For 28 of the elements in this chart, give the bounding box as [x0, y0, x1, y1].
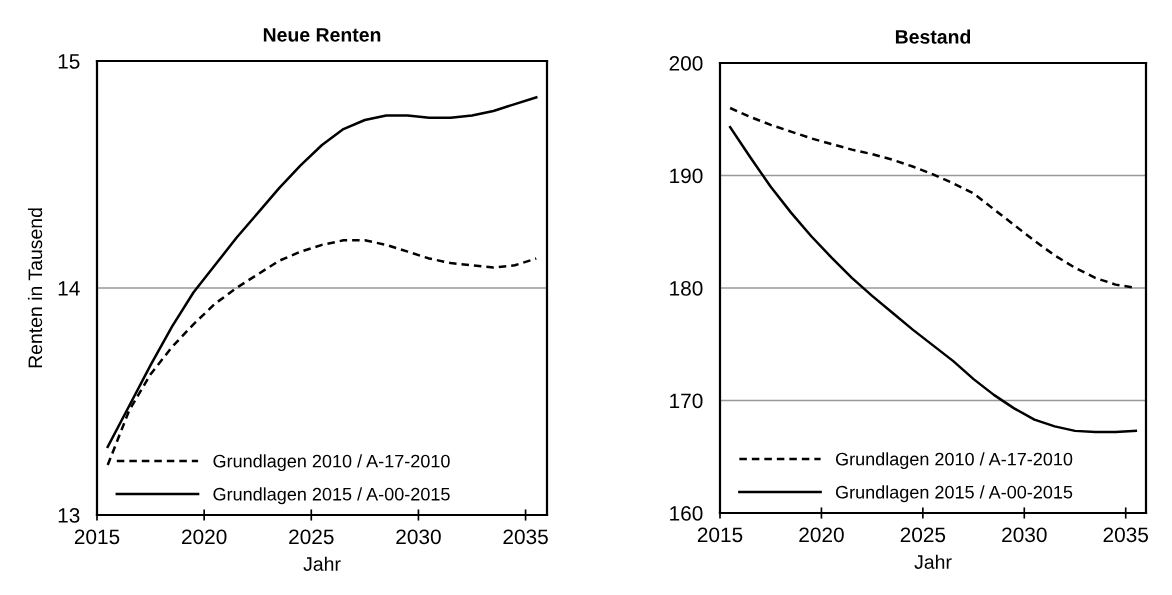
- y-tick-label: 170: [670, 393, 703, 409]
- legend-label: Grundlagen 2015 / A-00-2015: [213, 487, 450, 505]
- x-tick-label: 2015: [74, 529, 120, 545]
- x-tick-label: 2025: [900, 527, 946, 543]
- x-tick-label: 2025: [289, 529, 334, 545]
- y-tick-label: 15: [58, 54, 80, 69]
- x-tick-label: 2035: [503, 529, 548, 545]
- x-axis-title: Jahr: [303, 556, 341, 571]
- y-tick-label: 200: [669, 56, 703, 71]
- y-tick-label: 180: [670, 281, 703, 296]
- x-tick-label: 2030: [396, 529, 441, 545]
- y-tick-label: 13: [58, 508, 80, 523]
- x-tick-label: 2030: [1002, 527, 1047, 543]
- y-axis-title: Renten in Tausend: [27, 208, 43, 368]
- x-tick-label: 2015: [697, 527, 743, 543]
- y-tick-label: 14: [58, 281, 80, 296]
- legend-label: Grundlagen 2010 / A-17-2010: [835, 452, 1073, 470]
- x-tick-label: 2035: [1103, 527, 1149, 543]
- x-tick-label: 2020: [182, 529, 227, 545]
- line-series: [728, 125, 1138, 434]
- y-tick-label: 190: [670, 168, 703, 184]
- x-axis-title: Jahr: [914, 554, 952, 569]
- chart-title: Neue Renten: [263, 28, 381, 42]
- legend-label: Grundlagen 2015 / A-00-2015: [835, 485, 1073, 503]
- x-tick-label: 2020: [799, 527, 844, 543]
- chart-title: Bestand: [895, 29, 971, 44]
- y-tick-label: 160: [670, 506, 703, 521]
- legend-label: Grundlagen 2010 / A-17-2010: [213, 454, 450, 472]
